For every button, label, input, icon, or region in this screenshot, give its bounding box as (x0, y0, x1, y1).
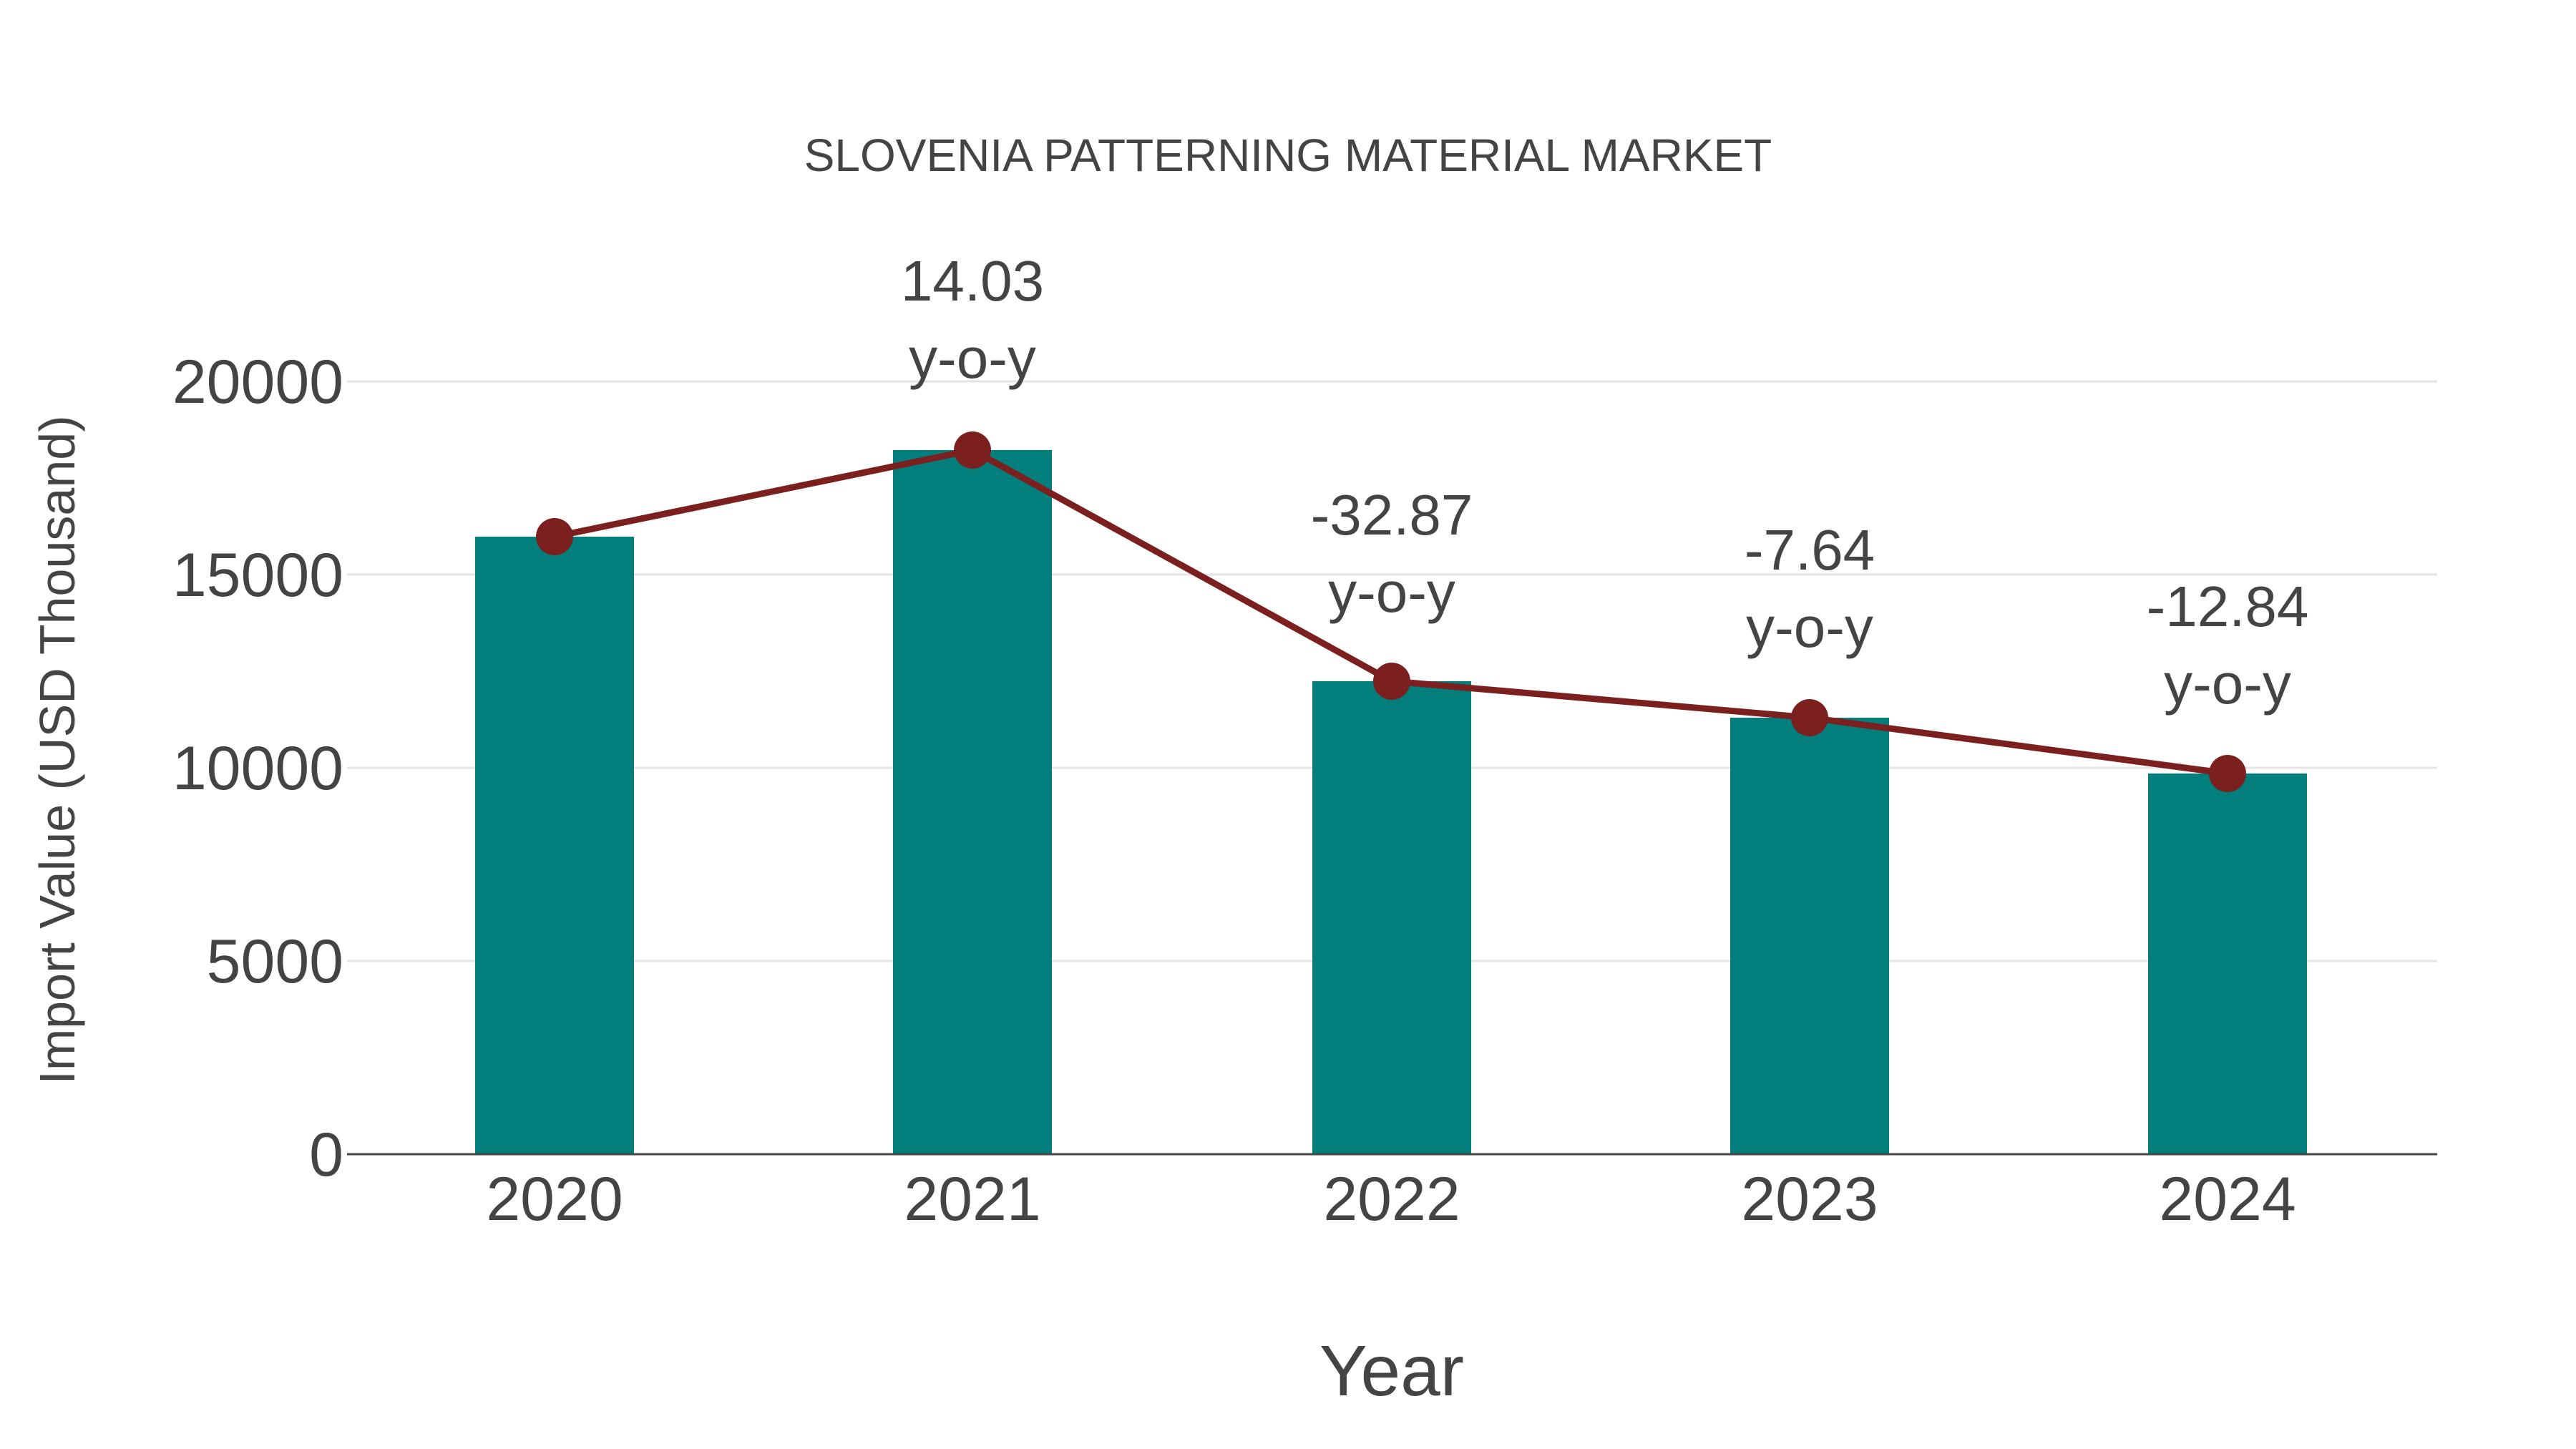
annotation-2023-value: -7.64 (1745, 518, 1875, 582)
bar-2020[interactable] (475, 537, 634, 1154)
bar-2024[interactable] (2148, 774, 2307, 1154)
marker-2023[interactable] (1791, 699, 1828, 736)
annotation-2022-suffix: y-o-y (1328, 560, 1455, 624)
annotation-2024-value: -12.84 (2147, 575, 2309, 638)
annotation-2024-suffix: y-o-y (2164, 652, 2291, 716)
y-tick-15000: 15000 (172, 541, 343, 610)
annotation-2023-suffix: y-o-y (1746, 595, 1873, 659)
bars (475, 450, 2307, 1154)
y-tick-0: 0 (309, 1121, 343, 1189)
x-axis-ticks: 2020 2021 2022 2023 2024 (486, 1165, 2296, 1234)
annotation-2022-value: -32.87 (1311, 483, 1473, 547)
trend-markers (536, 431, 2246, 792)
y-tick-5000: 5000 (207, 927, 343, 996)
y-axis-title: Import Value (USD Thousand) (29, 415, 85, 1084)
yoy-annotations: 14.03 y-o-y -32.87 y-o-y -7.64 y-o-y -12… (901, 249, 2309, 716)
bar-2022[interactable] (1312, 681, 1471, 1154)
x-tick-2020: 2020 (486, 1165, 623, 1234)
chart-title: SLOVENIA PATTERNING MATERIAL MARKET (804, 130, 1772, 181)
y-axis-ticks: 0 5000 10000 15000 20000 (172, 348, 343, 1189)
marker-2020[interactable] (536, 518, 573, 555)
annotation-2021-suffix: y-o-y (909, 326, 1036, 390)
y-tick-20000: 20000 (172, 348, 343, 416)
annotation-2021-value: 14.03 (901, 249, 1044, 313)
marker-2021[interactable] (954, 431, 991, 469)
marker-2024[interactable] (2209, 755, 2246, 792)
bar-2023[interactable] (1730, 718, 1889, 1154)
marker-2022[interactable] (1373, 663, 1410, 700)
x-axis-title: Year (1319, 1331, 1464, 1411)
x-tick-2021: 2021 (904, 1165, 1040, 1234)
x-tick-2024: 2024 (2159, 1165, 2296, 1234)
x-tick-2022: 2022 (1323, 1165, 1460, 1234)
x-tick-2023: 2023 (1741, 1165, 1878, 1234)
bar-2021[interactable] (893, 450, 1052, 1154)
y-tick-10000: 10000 (172, 734, 343, 803)
